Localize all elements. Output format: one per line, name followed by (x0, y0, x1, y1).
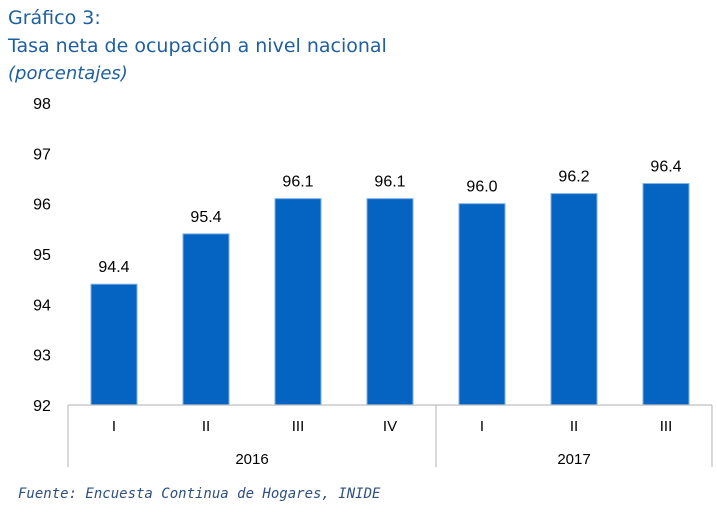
bar-value-label: 95.4 (190, 209, 221, 226)
y-tick-label: 98 (33, 96, 51, 113)
bar (458, 203, 506, 406)
y-tick-label: 95 (33, 247, 51, 264)
bar-value-label: 96.2 (558, 169, 589, 186)
bar (274, 198, 322, 406)
x-tick-label: III (660, 418, 673, 435)
bar (366, 198, 414, 406)
chart-subtitle: (porcentajes) (8, 63, 128, 84)
x-tick-label: IV (383, 418, 397, 435)
y-tick-label: 96 (33, 197, 51, 214)
bar-value-label: 96.1 (374, 174, 405, 191)
x-group-label: 2017 (557, 451, 590, 468)
bars: 94.4 95.4 96.1 96.1 96.0 96.2 96.4 (90, 159, 690, 406)
bar-value-label: 96.0 (466, 179, 497, 196)
x-tick-label: III (292, 418, 305, 435)
bar-value-label: 94.4 (98, 259, 129, 276)
bar-value-label: 96.1 (282, 174, 313, 191)
bar (550, 193, 598, 406)
source-note: Fuente: Encuesta Continua de Hogares, IN… (18, 486, 381, 502)
y-tick-label: 93 (33, 348, 51, 365)
chart-header: Gráfico 3: Tasa neta de ocupación a nive… (8, 4, 387, 88)
bar-value-label: 96.4 (650, 159, 681, 176)
x-group-label: 2016 (235, 451, 268, 468)
x-tick-label: II (202, 418, 210, 435)
x-tick-label: I (112, 418, 116, 435)
bar (182, 233, 230, 406)
x-tick-label: I (480, 418, 484, 435)
chart-title: Tasa neta de ocupación a nivel nacional (8, 35, 387, 57)
y-axis: 92 93 94 95 96 97 98 (33, 96, 51, 415)
x-tick-label: II (570, 418, 578, 435)
y-tick-label: 97 (33, 146, 51, 163)
chart-number: Gráfico 3: (8, 7, 101, 29)
y-tick-label: 94 (33, 297, 51, 314)
bar (642, 183, 690, 406)
bar (90, 283, 138, 406)
y-tick-label: 92 (33, 398, 51, 415)
